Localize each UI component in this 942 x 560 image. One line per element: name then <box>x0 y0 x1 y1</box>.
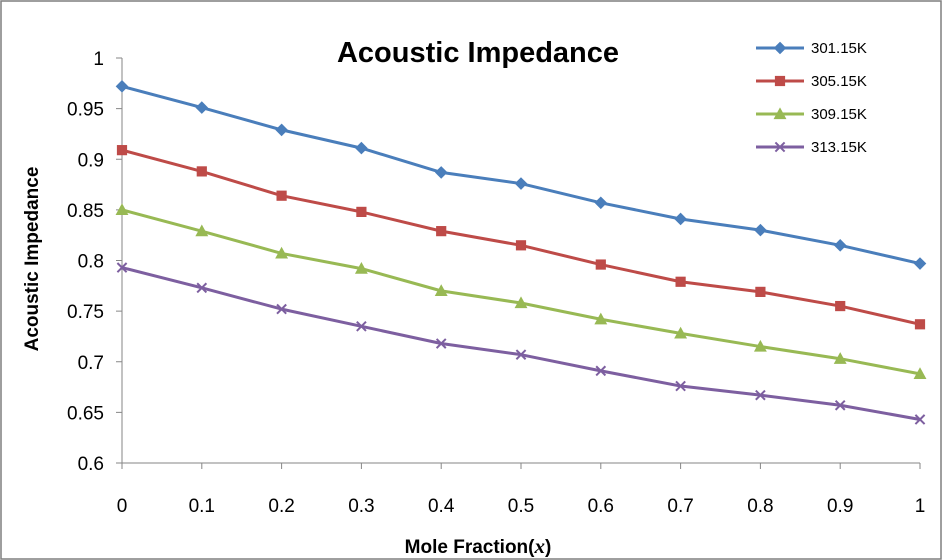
x-axis-title-end: ) <box>545 537 551 558</box>
series-309.15K <box>115 203 927 379</box>
data-point <box>913 257 927 270</box>
data-point <box>595 365 607 377</box>
data-point <box>674 326 688 339</box>
data-point <box>434 166 448 179</box>
axes: 0.6 0.65 0.7 0.75 0.8 0.85 0.9 0.95 1 0 0.1 0.2 0.3 0… <box>67 49 925 517</box>
x-tick-label: 0.2 <box>268 496 294 517</box>
x-tick-label: 0.3 <box>348 496 374 517</box>
x-tick-label: 0.7 <box>667 496 693 517</box>
x-tick-label: 0.5 <box>508 496 534 517</box>
data-point <box>753 339 767 352</box>
data-point <box>355 141 368 155</box>
y-tick-label: 0.9 <box>78 150 104 171</box>
legend-marker <box>773 41 787 55</box>
legend-item: 309.15K <box>756 106 867 123</box>
x-tick-label: 0.1 <box>189 496 215 517</box>
data-point <box>275 123 288 137</box>
x-axis-title-text: Mole Fraction( <box>405 537 536 558</box>
data-point <box>354 261 368 274</box>
data-point <box>115 80 129 93</box>
series-305.15K <box>116 145 926 330</box>
data-point <box>436 226 447 237</box>
chart-title: Acoustic Impedance <box>337 37 619 69</box>
x-axis-title-variable: x <box>534 534 546 558</box>
data-point <box>356 206 367 218</box>
data-point <box>594 196 608 210</box>
x-tick-label: 1 <box>915 496 926 517</box>
data-point <box>276 303 287 315</box>
data-point <box>675 276 686 287</box>
data-point <box>755 286 766 297</box>
y-tick-label: 0.75 <box>67 302 104 323</box>
data-point <box>913 367 927 379</box>
data-point <box>835 300 846 312</box>
y-tick-label: 0.7 <box>78 353 104 374</box>
data-point <box>595 259 606 270</box>
data-point <box>435 338 447 349</box>
data-point <box>434 284 448 296</box>
data-point <box>675 380 686 392</box>
series-301.15K <box>115 80 927 270</box>
data-point <box>833 239 847 252</box>
data-point <box>914 319 926 330</box>
x-tick-label: 0.6 <box>588 496 614 517</box>
legend-marker <box>774 75 786 87</box>
legend-marker <box>774 141 786 153</box>
y-tick-label: 0.65 <box>67 403 104 424</box>
x-tick-label: 0.8 <box>747 496 773 517</box>
data-point <box>356 321 367 332</box>
legend-label: 305.15K <box>811 73 867 90</box>
data-point <box>115 203 129 215</box>
series-group <box>115 80 927 425</box>
x-tick-label: 0.9 <box>827 496 853 517</box>
data-point <box>674 212 687 226</box>
y-axis-title: Acoustic Impedance <box>22 167 43 352</box>
data-point <box>594 312 608 325</box>
x-tick-label: 0.4 <box>428 496 455 517</box>
data-point <box>196 282 208 294</box>
data-point <box>116 145 128 156</box>
data-point <box>514 296 528 309</box>
y-tick-label: 0.6 <box>78 454 104 475</box>
y-tick-label: 0.95 <box>67 100 104 121</box>
legend-item: 313.15K <box>756 139 867 156</box>
data-point <box>514 177 528 190</box>
data-point <box>275 246 289 259</box>
data-point <box>754 223 767 237</box>
x-tick-label: 0 <box>117 496 128 517</box>
x-axis-title: Mole Fraction(x) <box>405 534 552 558</box>
legend: 301.15K 305.15K 309.15K 313.15K <box>756 40 867 156</box>
legend-label: 313.15K <box>811 139 867 156</box>
series-313.15K <box>116 262 926 425</box>
data-point <box>116 262 128 273</box>
legend-item: 305.15K <box>756 73 867 90</box>
y-tick-label: 1 <box>93 49 104 70</box>
data-point <box>833 352 847 364</box>
data-point <box>196 166 207 177</box>
legend-label: 301.15K <box>811 40 867 57</box>
data-point <box>834 399 846 411</box>
data-point <box>276 190 287 201</box>
data-point <box>515 240 527 251</box>
data-point <box>195 101 209 114</box>
legend-label: 309.15K <box>811 106 867 123</box>
legend-item: 301.15K <box>756 40 867 57</box>
legend-marker <box>773 107 787 120</box>
data-point <box>755 389 766 401</box>
y-tick-label: 0.8 <box>78 252 104 273</box>
y-tick-label: 0.85 <box>67 201 104 222</box>
data-point <box>914 414 926 425</box>
data-point <box>195 224 209 237</box>
data-point <box>515 349 527 360</box>
